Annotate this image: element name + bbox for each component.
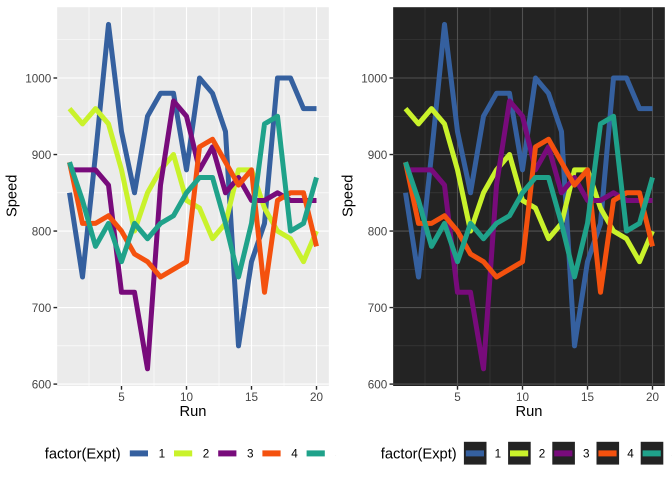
svg-text:10: 10 <box>180 391 194 404</box>
svg-text:1: 1 <box>495 448 502 461</box>
svg-text:Speed: Speed <box>340 175 356 217</box>
svg-text:3: 3 <box>583 448 590 461</box>
svg-text:15: 15 <box>581 391 595 404</box>
svg-text:5: 5 <box>335 448 336 461</box>
svg-text:1: 1 <box>159 448 166 461</box>
svg-text:600: 600 <box>368 379 388 392</box>
svg-text:15: 15 <box>245 391 259 404</box>
svg-text:900: 900 <box>32 149 52 162</box>
svg-text:800: 800 <box>32 226 52 239</box>
svg-text:4: 4 <box>627 448 634 461</box>
svg-text:700: 700 <box>32 302 52 315</box>
svg-text:800: 800 <box>368 226 388 239</box>
svg-text:factor(Expt): factor(Expt) <box>381 447 457 463</box>
svg-text:600: 600 <box>32 379 52 392</box>
svg-text:5: 5 <box>118 391 125 404</box>
svg-text:4: 4 <box>291 448 298 461</box>
svg-text:3: 3 <box>247 448 254 461</box>
svg-text:factor(Expt): factor(Expt) <box>45 447 121 463</box>
svg-text:700: 700 <box>368 302 388 315</box>
svg-text:20: 20 <box>310 391 324 404</box>
svg-text:2: 2 <box>203 448 210 461</box>
svg-text:2: 2 <box>539 448 546 461</box>
svg-text:Speed: Speed <box>4 175 20 217</box>
svg-text:20: 20 <box>646 391 660 404</box>
svg-text:Run: Run <box>180 404 207 420</box>
svg-text:Run: Run <box>516 404 543 420</box>
svg-text:10: 10 <box>516 391 530 404</box>
svg-text:5: 5 <box>454 391 461 404</box>
svg-text:1000: 1000 <box>361 73 388 86</box>
svg-text:900: 900 <box>368 149 388 162</box>
svg-text:1000: 1000 <box>25 73 52 86</box>
